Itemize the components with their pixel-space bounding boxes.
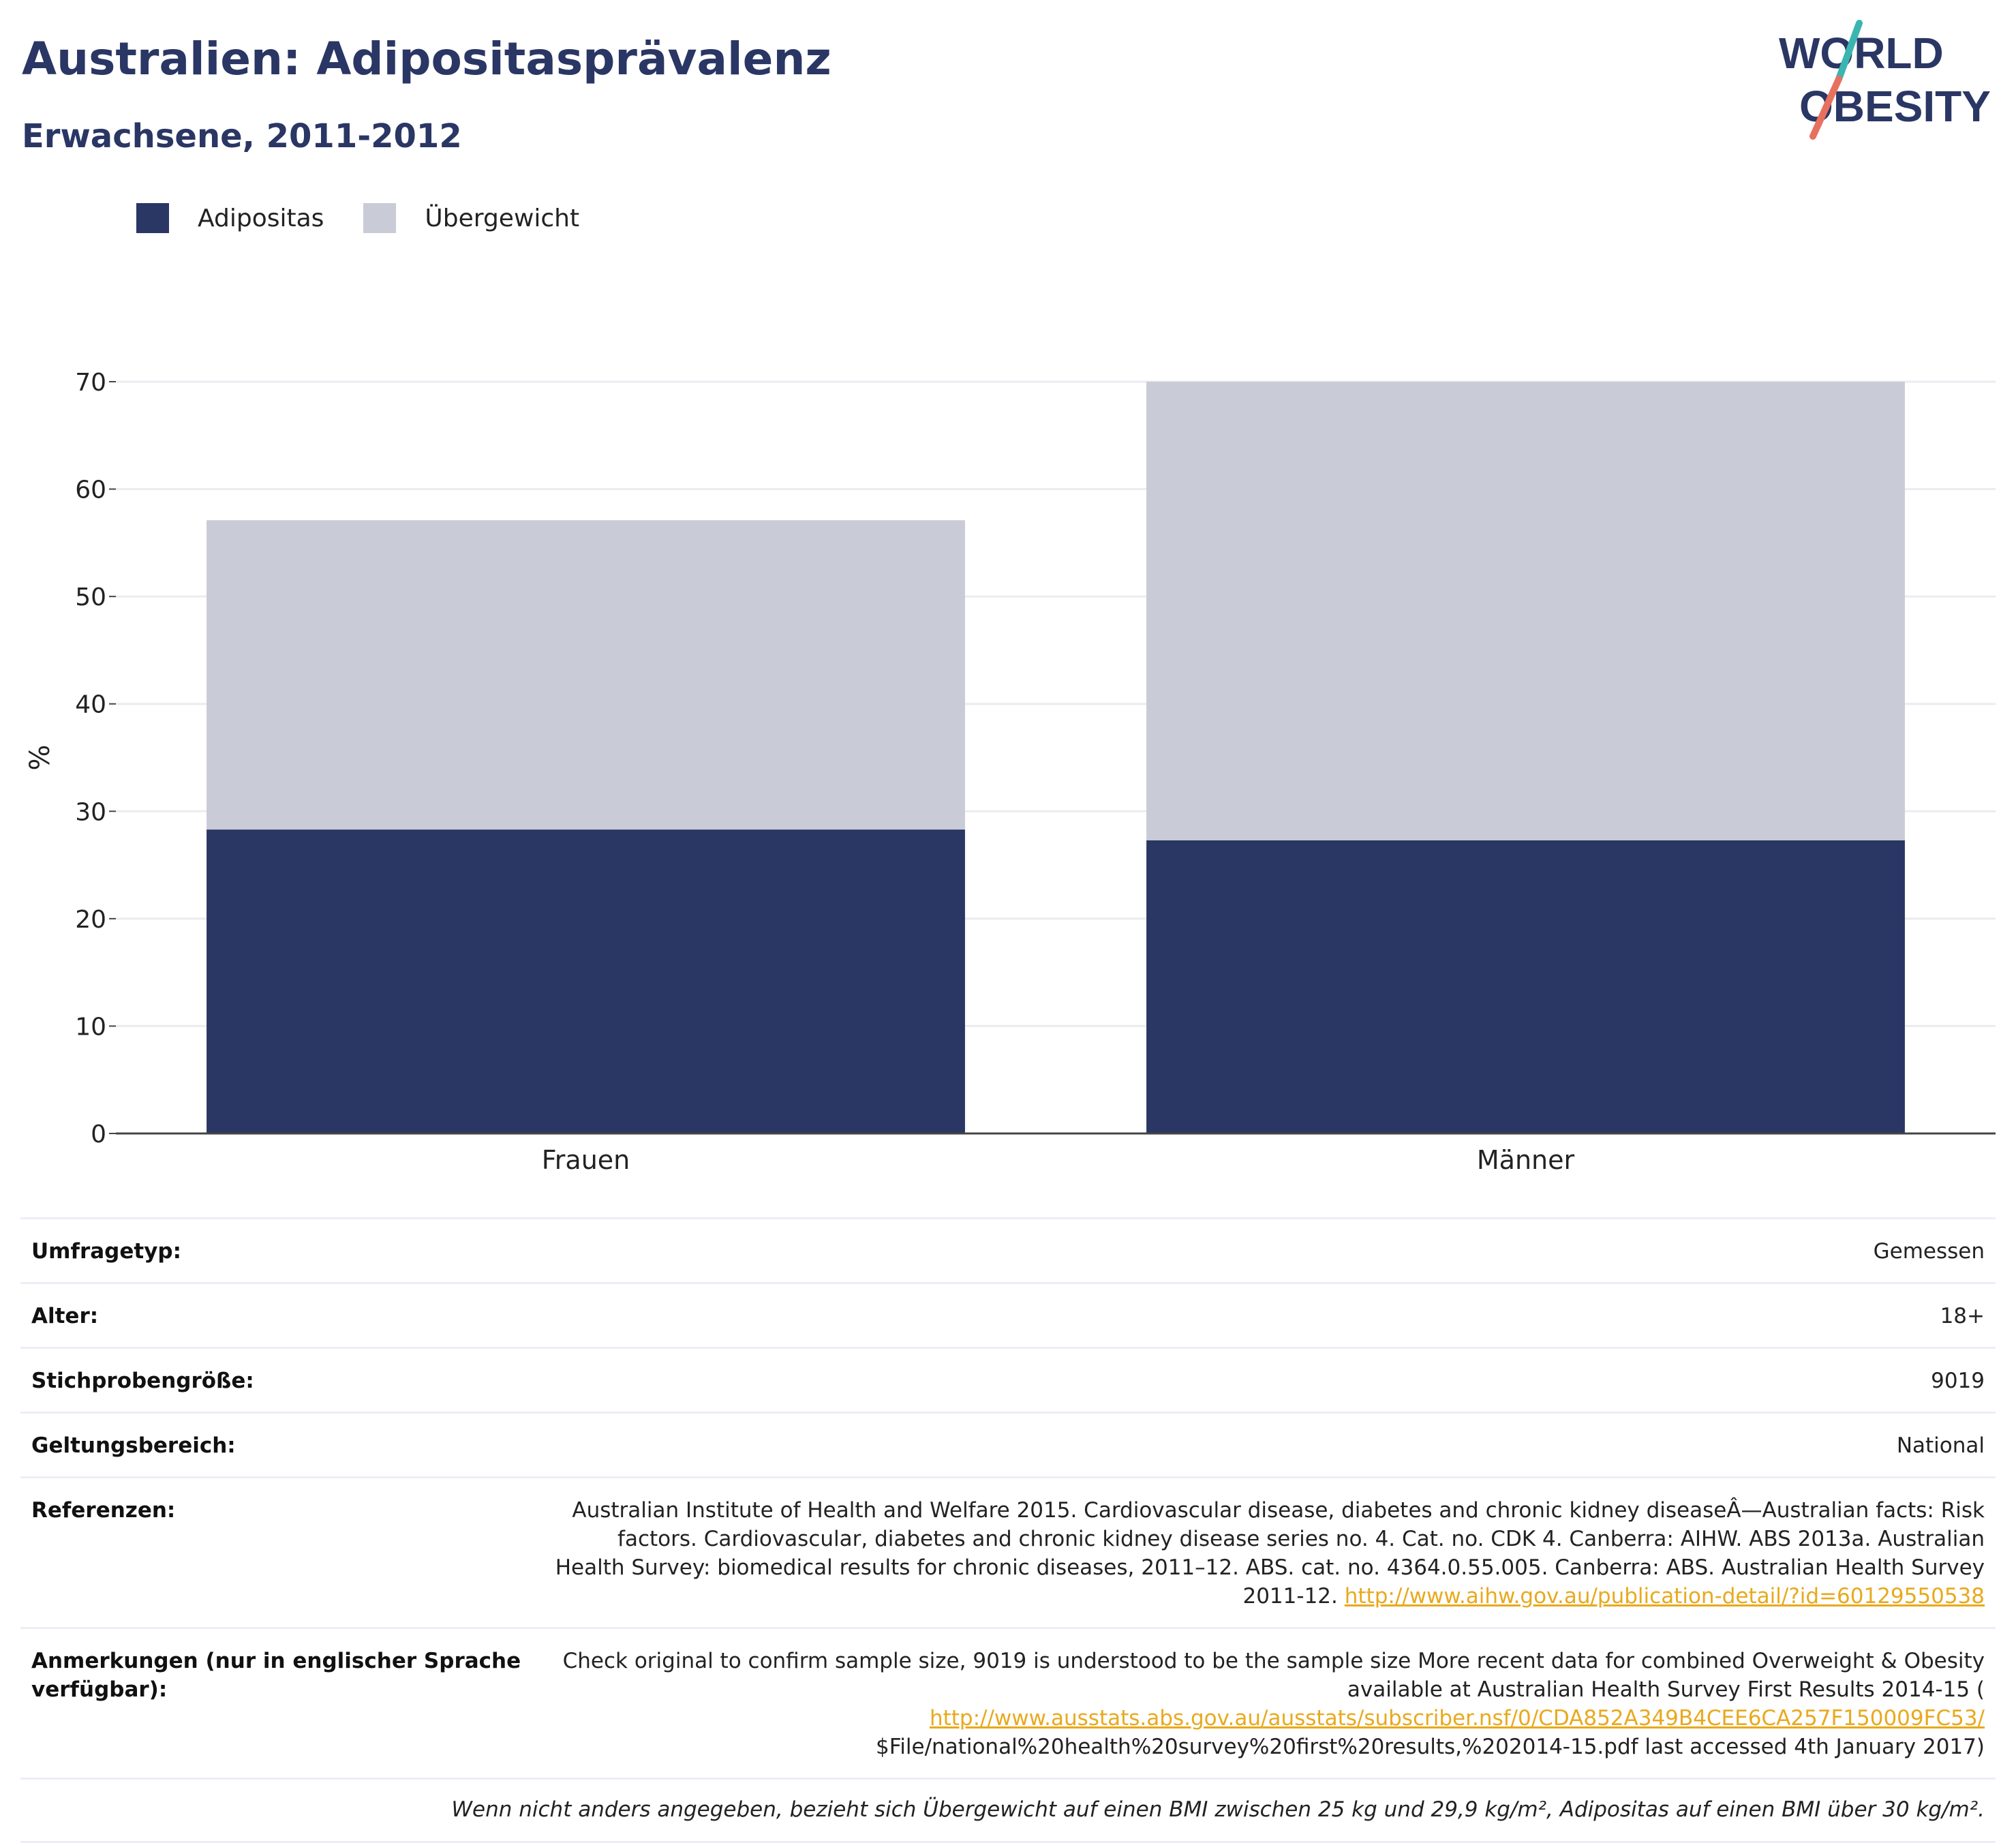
meta-row-survey-type: Umfragetyp: Gemessen (20, 1217, 1996, 1282)
y-tick-label: 50 (75, 583, 106, 611)
meta-key: Referenzen: (31, 1498, 176, 1523)
y-axis-label: % (25, 744, 56, 770)
meta-value: Australian Institute of Health and Welfa… (549, 1496, 1985, 1611)
y-tick-label: 30 (75, 798, 106, 826)
y-tick-label: 10 (75, 1013, 106, 1041)
page-title: Australien: Adipositasprävalenz (22, 33, 831, 85)
bar-übergewicht (1146, 382, 1905, 840)
meta-row-notes: Anmerkungen (nur in englischer Sprache v… (20, 1627, 1996, 1778)
y-tick-label: 70 (75, 369, 106, 397)
world-obesity-logo: WORLD OBESITY (1779, 20, 1991, 140)
x-tick-label: Männer (1477, 1145, 1575, 1175)
legend-item-adipositas[interactable]: Adipositas (136, 203, 324, 233)
y-tick-label: 40 (75, 691, 106, 719)
meta-row-sample-size: Stichprobengröße: 9019 (20, 1347, 1996, 1412)
bar-übergewicht (207, 520, 965, 830)
legend-label-adipositas: Adipositas (198, 204, 324, 232)
references-link[interactable]: http://www.aihw.gov.au/publication-detai… (1344, 1584, 1985, 1609)
meta-key: Geltungsbereich: (31, 1433, 236, 1458)
logo-slash-top (1835, 20, 1863, 82)
references-text: Australian Institute of Health and Welfa… (555, 1498, 1985, 1609)
notes-text-after: $File/national%20health%20survey%20first… (876, 1735, 1985, 1759)
logo-slash-bottom (1809, 76, 1842, 140)
meta-row-age: Alter: 18+ (20, 1282, 1996, 1347)
bmi-footnote: Wenn nicht anders angegeben, bezieht sic… (20, 1778, 1996, 1843)
meta-row-scope: Geltungsbereich: National (20, 1412, 1996, 1476)
stacked-bar-chart: 0 10 20 30 40 50 60 70 Frauen Männer% (25, 369, 1996, 1175)
x-tick-label: Frauen (542, 1145, 630, 1175)
legend-label-uebergewicht: Übergewicht (425, 204, 580, 232)
meta-row-references: Referenzen: Australian Institute of Heal… (20, 1476, 1996, 1627)
legend-item-uebergewicht[interactable]: Übergewicht (363, 203, 579, 233)
metadata-table: Umfragetyp: Gemessen Alter: 18+ Stichpro… (20, 1217, 1996, 1843)
legend-swatch-adipositas (136, 203, 169, 233)
chart-legend: Adipositas Übergewicht (136, 203, 619, 233)
y-tick-label: 20 (75, 906, 106, 934)
meta-key: Umfragetyp: (31, 1239, 181, 1264)
meta-value: National (1896, 1433, 1985, 1458)
meta-key: Anmerkungen (nur in englischer Sprache v… (31, 1649, 521, 1702)
meta-value: Gemessen (1873, 1239, 1985, 1264)
notes-link[interactable]: http://www.ausstats.abs.gov.au/ausstats/… (929, 1706, 1985, 1731)
meta-key: Alter: (31, 1304, 99, 1328)
logo-word-1: WORLD (1779, 29, 1944, 78)
bar-adipositas (1146, 840, 1905, 1133)
page-subtitle: Erwachsene, 2011-2012 (22, 117, 462, 155)
bar-adipositas (207, 829, 965, 1133)
y-tick-label: 0 (91, 1121, 106, 1148)
legend-swatch-uebergewicht (363, 203, 397, 233)
notes-text-before: Check original to confirm sample size, 9… (562, 1649, 1985, 1702)
y-tick-label: 60 (75, 476, 106, 504)
meta-key: Stichprobengröße: (31, 1369, 254, 1393)
meta-value: 9019 (1931, 1369, 1985, 1393)
meta-value: 18+ (1940, 1304, 1985, 1328)
meta-value: Check original to confirm sample size, 9… (549, 1647, 1985, 1761)
